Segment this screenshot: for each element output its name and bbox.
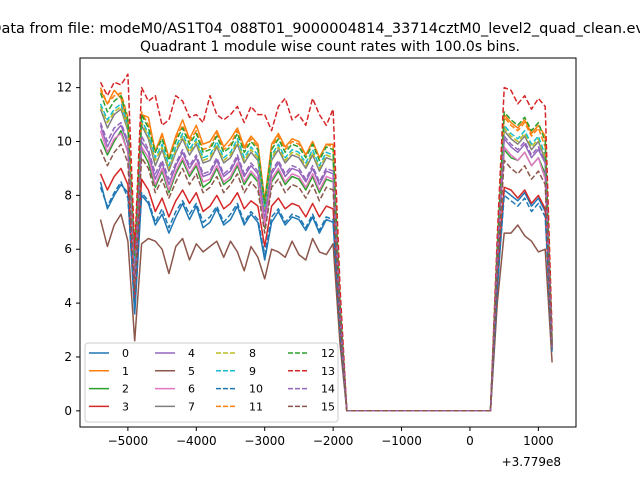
legend-box [84, 342, 339, 423]
x-tick-label: 0 [466, 434, 474, 448]
y-tick-label: 8 [64, 188, 72, 202]
series-lines [99, 73, 553, 412]
axes-frame [79, 57, 577, 428]
legend-label-13: 13 [321, 365, 335, 378]
chart-title: Quadrant 1 module wise count rates with … [140, 39, 520, 55]
legend-label-3: 3 [122, 400, 129, 413]
legend-label-2: 2 [122, 383, 129, 396]
x-tick-label: −1000 [381, 434, 422, 448]
legend-label-4: 4 [188, 347, 195, 360]
legend-label-10: 10 [249, 383, 263, 396]
x-tick-label: −3000 [244, 434, 285, 448]
x-tick-label: −2000 [313, 434, 354, 448]
legend-label-12: 12 [321, 347, 335, 360]
x-tick-label: 1000 [523, 434, 554, 448]
legend-label-8: 8 [249, 347, 256, 360]
legend-label-15: 15 [321, 400, 335, 413]
legend-label-6: 6 [188, 383, 195, 396]
y-tick-label: 12 [57, 81, 72, 95]
legend-label-7: 7 [188, 400, 195, 413]
y-tick-label: 2 [64, 350, 72, 364]
legend-label-9: 9 [249, 365, 256, 378]
legend-label-0: 0 [122, 347, 129, 360]
y-tick-label: 0 [64, 404, 72, 418]
legend-label-5: 5 [188, 365, 195, 378]
legend-label-1: 1 [122, 365, 129, 378]
series-line-14 [99, 121, 553, 412]
y-tick-label: 10 [57, 134, 72, 148]
series-line-9 [99, 103, 553, 412]
series-line-12 [99, 92, 553, 412]
series-line-11 [99, 87, 553, 412]
y-tick-label: 6 [64, 242, 72, 256]
legend-label-11: 11 [249, 400, 263, 413]
x-tick-label: −4000 [176, 434, 217, 448]
y-axis: 0 2 4 6 8 10 12 [57, 81, 80, 418]
legend-label-14: 14 [321, 383, 335, 396]
figure-suptitle: Data from file: modeM0/AS1T04_088T01_900… [0, 21, 640, 37]
series-line-15 [99, 143, 553, 412]
series-line-10 [99, 181, 553, 412]
x-tick-label: −5000 [108, 434, 149, 448]
y-tick-label: 4 [64, 296, 72, 310]
x-offset-label: +3.779e8 [502, 455, 561, 469]
x-axis: −5000 −4000 −3000 −2000 −1000 0 1000 [108, 427, 554, 448]
